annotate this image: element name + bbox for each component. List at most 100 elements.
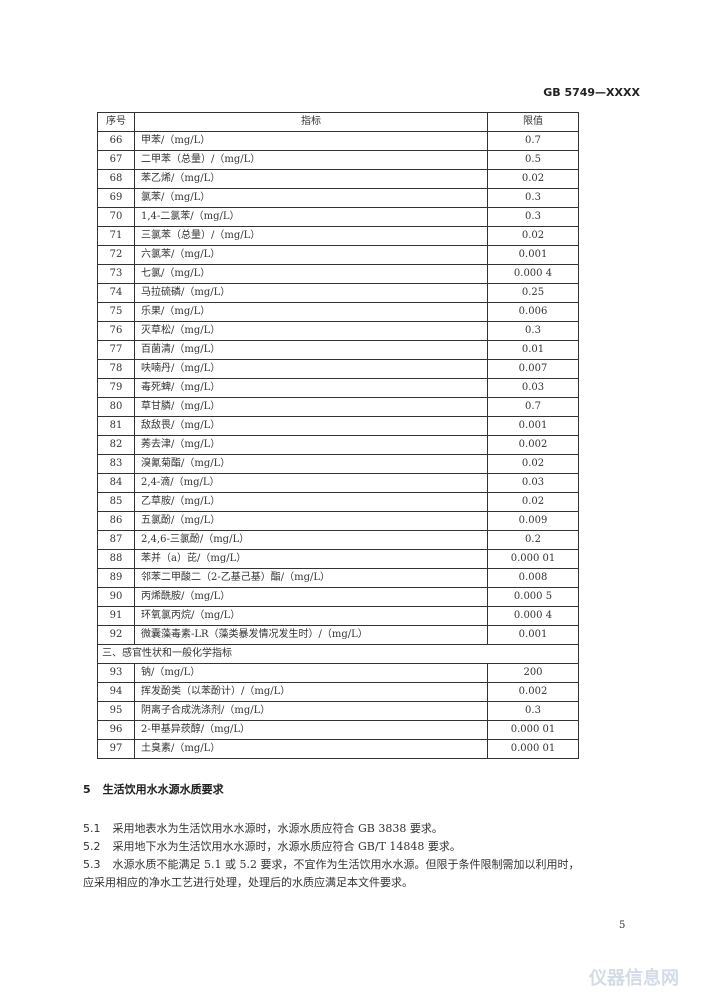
clause-number: 5.2 [83, 840, 101, 853]
row-number: 73 [97, 264, 135, 284]
table-row: 92 微囊藻毒素-LR（藻类暴发情况发生时）/（mg/L） 0.001 [97, 625, 579, 645]
row-indicator: 苯并（a）芘/（mg/L） [134, 549, 488, 569]
row-number: 78 [97, 359, 135, 379]
row-limit: 0.03 [487, 473, 579, 493]
row-limit: 0.000 4 [487, 264, 579, 284]
row-number: 92 [97, 625, 135, 645]
table-row: 91 环氧氯丙烷/（mg/L） 0.000 4 [97, 606, 579, 626]
table-row: 71 三氯苯（总量）/（mg/L） 0.02 [97, 226, 579, 246]
section-title-cell: 三、感官性状和一般化学指标 [97, 644, 579, 664]
row-indicator: 草甘膦/（mg/L） [134, 397, 488, 417]
table-row: 66 甲苯/（mg/L） 0.7 [97, 131, 579, 151]
row-limit: 0.002 [487, 435, 579, 455]
clause-text: 采用地表水为生活饮用水水源时，水源水质应符合 GB 3838 要求。 [112, 822, 443, 835]
table-row: 81 敌敌畏/（mg/L） 0.001 [97, 416, 579, 436]
row-limit: 0.25 [487, 283, 579, 303]
row-number: 86 [97, 511, 135, 531]
table-row: 85 乙草胺/（mg/L） 0.02 [97, 492, 579, 512]
row-number: 95 [97, 701, 135, 721]
row-number: 85 [97, 492, 135, 512]
table-row: 77 百菌清/（mg/L） 0.01 [97, 340, 579, 360]
row-indicator: 溴氰菊酯/（mg/L） [134, 454, 488, 474]
row-number: 74 [97, 283, 135, 303]
row-limit: 0.007 [487, 359, 579, 379]
table-row: 83 溴氰菊酯/（mg/L） 0.02 [97, 454, 579, 474]
table-row: 88 苯并（a）芘/（mg/L） 0.000 01 [97, 549, 579, 569]
row-number: 91 [97, 606, 135, 626]
table-row: 96 2-甲基异莰醇/（mg/L） 0.000 01 [97, 720, 579, 740]
row-indicator: 2,4-滴/（mg/L） [134, 473, 488, 493]
section-title: 生活饮用水水源水质要求 [102, 783, 224, 796]
row-limit: 0.006 [487, 302, 579, 322]
row-indicator: 1,4-二氯苯/（mg/L） [134, 207, 488, 227]
row-number: 96 [97, 720, 135, 740]
table-row: 90 丙烯酰胺/（mg/L） 0.000 5 [97, 587, 579, 607]
row-indicator: 六氯苯/（mg/L） [134, 245, 488, 265]
clause-text: 采用地下水为生活饮用水水源时，水源水质应符合 GB/T 14848 要求。 [112, 840, 461, 853]
row-indicator: 毒死蜱/（mg/L） [134, 378, 488, 398]
row-indicator: 敌敌畏/（mg/L） [134, 416, 488, 436]
row-number: 67 [97, 150, 135, 170]
row-indicator: 2,4,6-三氯酚/（mg/L） [134, 530, 488, 550]
table-row: 87 2,4,6-三氯酚/（mg/L） 0.2 [97, 530, 579, 550]
row-number: 89 [97, 568, 135, 588]
table-row: 89 邻苯二甲酸二（2-乙基己基）酯/（mg/L） 0.008 [97, 568, 579, 588]
row-limit: 0.02 [487, 454, 579, 474]
clause-text: 水源水质不能满足 5.1 或 5.2 要求，不宜作为生活饮用水水源。但限于条件限… [112, 858, 580, 871]
row-limit: 0.3 [487, 701, 579, 721]
table-row: 80 草甘膦/（mg/L） 0.7 [97, 397, 579, 417]
row-number: 77 [97, 340, 135, 360]
row-indicator: 氯苯/（mg/L） [134, 188, 488, 208]
table-row: 69 氯苯/（mg/L） 0.3 [97, 188, 579, 208]
row-number: 83 [97, 454, 135, 474]
row-limit: 0.008 [487, 568, 579, 588]
row-limit: 0.7 [487, 131, 579, 151]
row-indicator: 三氯苯（总量）/（mg/L） [134, 226, 488, 246]
row-number: 66 [97, 131, 135, 151]
row-number: 80 [97, 397, 135, 417]
row-limit: 0.3 [487, 321, 579, 341]
row-limit: 0.000 01 [487, 549, 579, 569]
row-number: 70 [97, 207, 135, 227]
row-limit: 0.2 [487, 530, 579, 550]
table-row: 78 呋喃丹/（mg/L） 0.007 [97, 359, 579, 379]
row-indicator: 挥发酚类（以苯酚计）/（mg/L） [134, 682, 488, 702]
table-row: 95 阴离子合成洗涤剂/（mg/L） 0.3 [97, 701, 579, 721]
row-number: 93 [97, 663, 135, 683]
row-number: 90 [97, 587, 135, 607]
page-number: 5 [619, 920, 626, 931]
row-indicator: 乐果/（mg/L） [134, 302, 488, 322]
table-row: 68 苯乙烯/（mg/L） 0.02 [97, 169, 579, 189]
row-limit: 0.000 4 [487, 606, 579, 626]
table-row: 94 挥发酚类（以苯酚计）/（mg/L） 0.002 [97, 682, 579, 702]
table-row: 93 钠/（mg/L） 200 [97, 663, 579, 683]
row-limit: 0.002 [487, 682, 579, 702]
row-limit: 0.02 [487, 492, 579, 512]
limits-table: 序号 指标 限值 66 甲苯/（mg/L） 0.7 67 二甲苯（总量）/（mg/L） 0… [97, 112, 579, 759]
row-limit: 0.02 [487, 169, 579, 189]
row-indicator: 阴离子合成洗涤剂/（mg/L） [134, 701, 488, 721]
row-limit: 0.001 [487, 416, 579, 436]
table-row: 67 二甲苯（总量）/（mg/L） 0.5 [97, 150, 579, 170]
row-indicator: 环氧氯丙烷/（mg/L） [134, 606, 488, 626]
row-limit: 0.3 [487, 188, 579, 208]
table-row: 97 土臭素/（mg/L） 0.000 01 [97, 739, 579, 759]
table-row: 86 五氯酚/（mg/L） 0.009 [97, 511, 579, 531]
row-limit: 0.001 [487, 625, 579, 645]
row-indicator: 邻苯二甲酸二（2-乙基己基）酯/（mg/L） [134, 568, 488, 588]
row-indicator: 百菌清/（mg/L） [134, 340, 488, 360]
table-header-row: 序号 指标 限值 [97, 112, 579, 132]
header-no: 序号 [97, 112, 135, 132]
row-number: 87 [97, 530, 135, 550]
row-limit: 0.000 01 [487, 739, 579, 759]
row-number: 68 [97, 169, 135, 189]
row-indicator: 土臭素/（mg/L） [134, 739, 488, 759]
row-limit: 0.000 5 [487, 587, 579, 607]
row-indicator: 呋喃丹/（mg/L） [134, 359, 488, 379]
row-limit: 0.5 [487, 150, 579, 170]
table-row: 84 2,4-滴/（mg/L） 0.03 [97, 473, 579, 493]
section-row: 三、感官性状和一般化学指标 [97, 644, 579, 664]
document-id: GB 5749—XXXX [543, 86, 640, 99]
paragraph-5-2: 5.2 采用地下水为生活饮用水水源时，水源水质应符合 GB/T 14848 要求。 [83, 838, 461, 854]
